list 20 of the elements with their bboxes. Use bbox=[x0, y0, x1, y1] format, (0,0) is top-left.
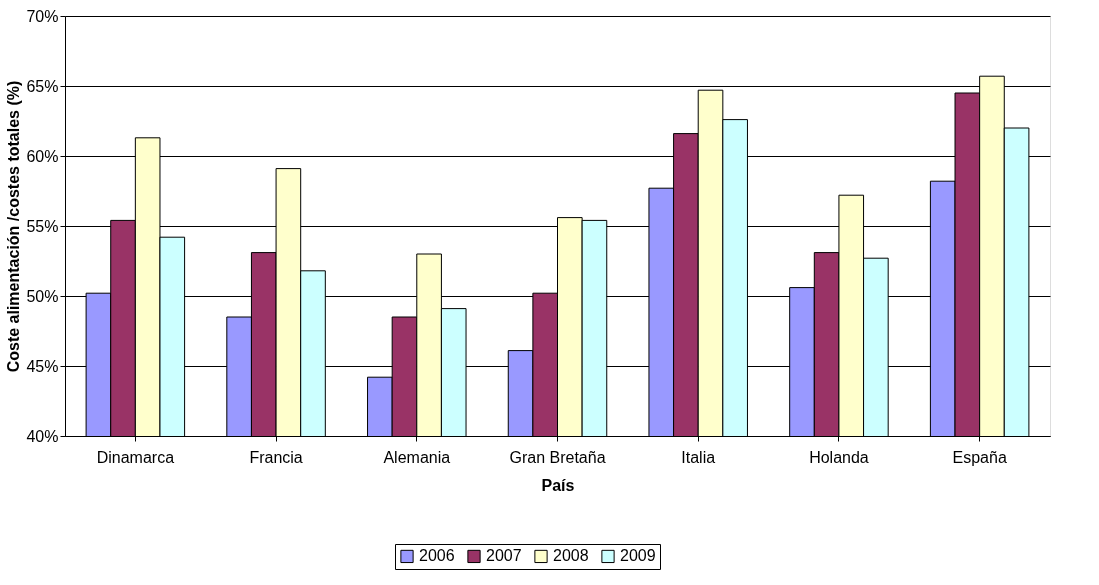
x-tick-label: Gran Bretaña bbox=[509, 448, 606, 466]
y-tick-label: 70% bbox=[26, 7, 59, 25]
legend-label: 2007 bbox=[486, 547, 522, 565]
y-tick-label: 40% bbox=[26, 427, 59, 445]
x-tick-label: Italia bbox=[681, 448, 716, 466]
y-axis-title: Coste alimentación /costes totales (%) bbox=[5, 80, 23, 373]
legend-label: 2008 bbox=[553, 547, 589, 565]
y-tick-label: 55% bbox=[26, 217, 59, 235]
y-tick-label: 50% bbox=[26, 287, 59, 305]
x-tick-label: España bbox=[952, 448, 1007, 466]
x-tick-label: Francia bbox=[249, 448, 303, 466]
y-tick-label: 60% bbox=[26, 147, 59, 165]
x-axis-title: País bbox=[541, 476, 575, 494]
x-tick-label: Dinamarca bbox=[96, 448, 175, 466]
x-tick-label: Alemania bbox=[383, 448, 451, 466]
y-tick-label: 65% bbox=[26, 77, 59, 95]
legend-label: 2006 bbox=[419, 547, 455, 565]
x-tick-label: Holanda bbox=[809, 448, 869, 466]
y-tick-label: 45% bbox=[26, 357, 59, 375]
legend-label: 2009 bbox=[620, 547, 656, 565]
